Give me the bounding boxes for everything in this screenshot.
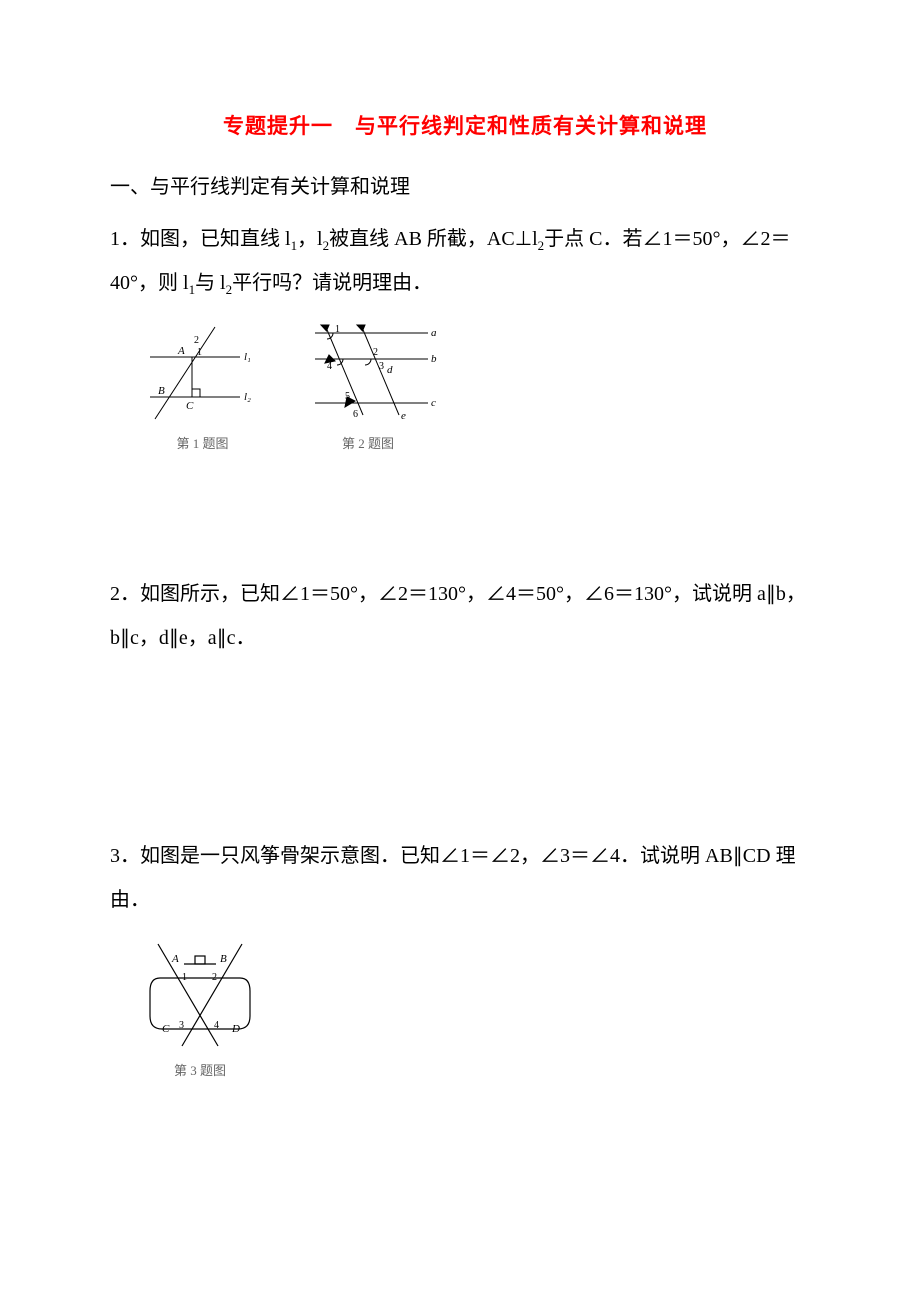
fig2-n5: 5: [345, 391, 350, 402]
p1-t6: 平行吗？请说明理由．: [232, 272, 432, 294]
fig1-label-A: A: [177, 345, 185, 357]
fig3-A: A: [171, 953, 179, 965]
figure-2: a b c d e 1 2 3 4 5 6 第 2 题图: [293, 319, 443, 452]
figure-1-caption: 第 1 题图: [176, 433, 228, 452]
section-1-heading: 一、与平行线判定有关计算和说理: [110, 170, 820, 199]
figure-3: A B C D 1 2 3 4 第 3 题图: [140, 936, 820, 1079]
figure-3-svg: A B C D 1 2 3 4: [140, 936, 260, 1056]
fig3-n4: 4: [214, 1020, 219, 1031]
fig1-label-1: 1: [197, 347, 202, 358]
fig1-label-l1: l₁: [244, 351, 251, 363]
fig2-n4: 4: [327, 361, 332, 372]
p1-t1: 1．如图，已知直线 l: [110, 228, 291, 250]
fig1-label-B: B: [158, 385, 165, 397]
figure-1: A B C l₁ l₂ 2 1 第 1 题图: [140, 319, 265, 452]
gap-after-p2: [110, 674, 820, 834]
fig3-n2: 2: [212, 972, 217, 983]
fig1-label-C: C: [186, 400, 194, 412]
figure-2-caption: 第 2 题图: [342, 433, 394, 452]
fig2-label-b: b: [431, 353, 437, 365]
figure-1-svg: A B C l₁ l₂ 2 1: [140, 319, 265, 429]
fig2-label-a: a: [431, 327, 437, 339]
problem-2: 2．如图所示，已知∠1＝50°，∠2＝130°，∠4＝50°，∠6＝130°，试…: [110, 572, 820, 660]
fig3-D: D: [231, 1023, 240, 1035]
fig1-label-l2: l₂: [244, 391, 251, 403]
p1-t5: 与 l: [195, 272, 226, 294]
fig2-n2: 2: [373, 347, 378, 358]
p1-t2: ，l: [297, 228, 323, 250]
figure-2-svg: a b c d e 1 2 3 4 5 6: [293, 319, 443, 429]
figure-3-caption: 第 3 题图: [140, 1060, 260, 1079]
fig2-n6: 6: [353, 409, 358, 420]
fig1-label-2: 2: [194, 335, 199, 346]
fig3-C: C: [162, 1023, 170, 1035]
fig2-n3: 3: [379, 361, 384, 372]
p1-t3: 被直线 AB 所截，AC⊥l: [329, 228, 538, 250]
page-title: 专题提升一 与平行线判定和性质有关计算和说理: [110, 110, 820, 140]
fig3-n3: 3: [179, 1020, 184, 1031]
page: 专题提升一 与平行线判定和性质有关计算和说理 一、与平行线判定有关计算和说理 1…: [0, 0, 920, 1302]
fig2-label-d: d: [387, 364, 393, 376]
fig3-n1: 1: [182, 972, 187, 983]
fig2-n1: 1: [335, 324, 340, 335]
fig2-label-e: e: [401, 410, 406, 422]
problem-1: 1．如图，已知直线 l1，l2被直线 AB 所截，AC⊥l2于点 C．若∠1＝5…: [110, 217, 820, 305]
problem-3: 3．如图是一只风筝骨架示意图．已知∠1＝∠2，∠3＝∠4．试说明 AB∥CD 理…: [110, 834, 820, 922]
fig2-label-c: c: [431, 397, 436, 409]
fig3-B: B: [220, 953, 227, 965]
figures-row-1: A B C l₁ l₂ 2 1 第 1 题图: [140, 319, 820, 452]
